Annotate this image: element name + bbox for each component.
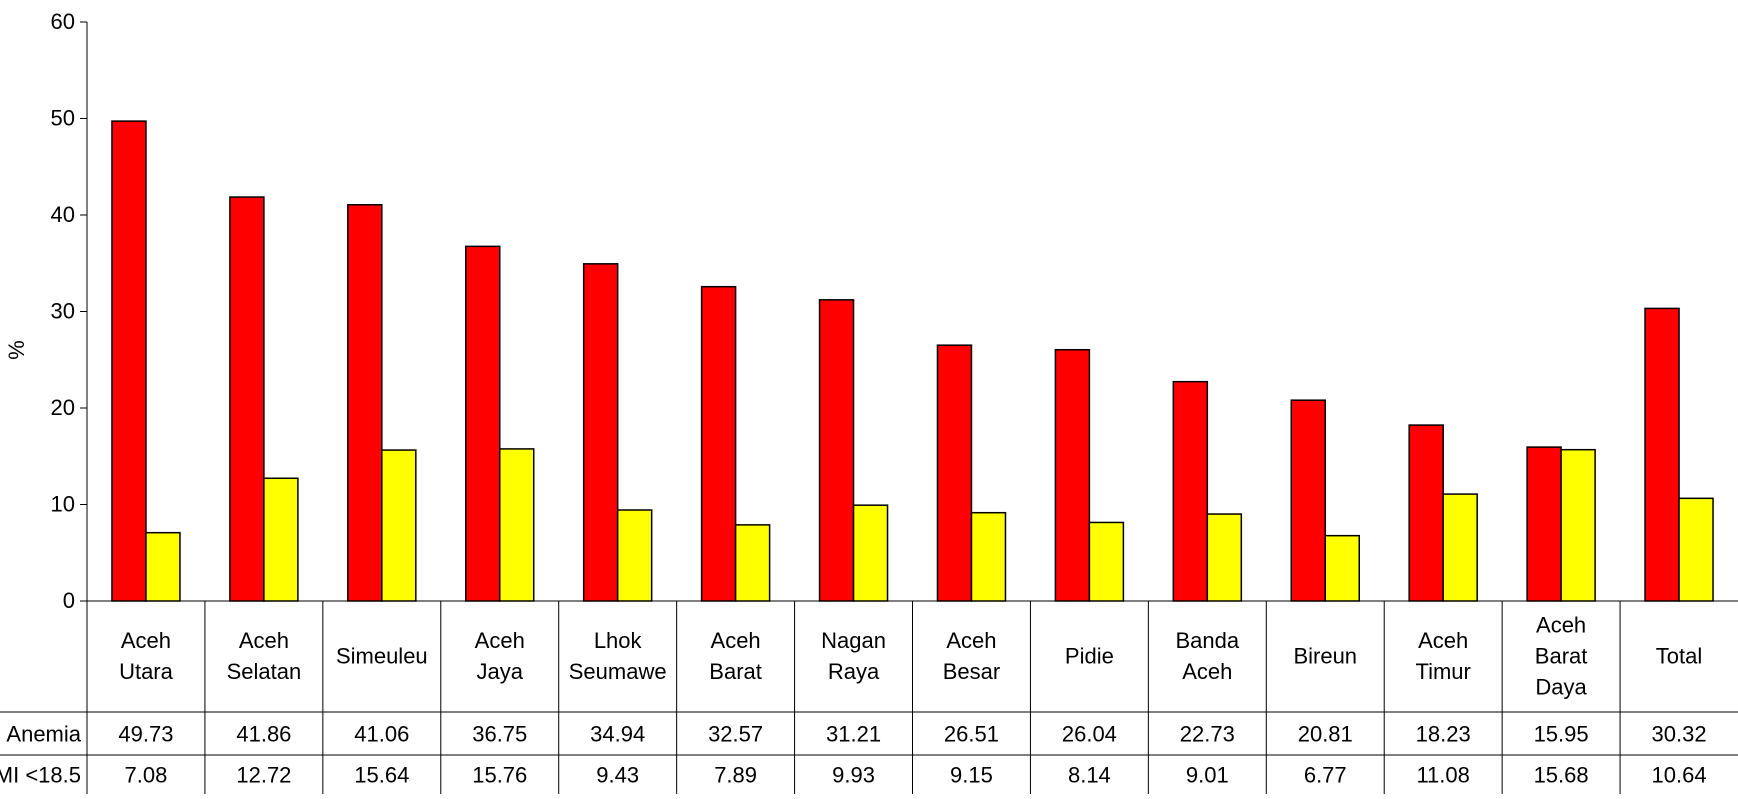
bar-bmi-10 <box>1324 534 1360 602</box>
table-value-0-8: 26.04 <box>1062 722 1117 747</box>
category-label-7: Aceh Besar <box>943 628 1000 684</box>
table-value-1-12: 15.68 <box>1534 763 1589 788</box>
table-value-0-2: 41.06 <box>354 722 409 747</box>
row-header-1: BMI <18.5 <box>0 763 81 788</box>
data-table: Aceh Utara Aceh Selatan Simeuleu Aceh Jaya Lhok… <box>0 600 1738 794</box>
bar-anemia-1 <box>229 196 265 602</box>
bar-bmi-6 <box>852 504 889 602</box>
table-value-0-12: 15.95 <box>1534 722 1589 747</box>
bar-anemia-13 <box>1644 307 1680 602</box>
bar-anemia-9 <box>1172 380 1209 602</box>
table-value-0-7: 26.51 <box>944 722 999 747</box>
y-tick-label: 30 <box>51 299 75 324</box>
table-value-1-1: 12.72 <box>236 763 291 788</box>
table-value-1-9: 9.01 <box>1186 763 1229 788</box>
bar-bmi-0 <box>145 531 181 602</box>
bar-anemia-8 <box>1054 348 1091 602</box>
bar-bmi-7 <box>970 511 1007 602</box>
category-label-12: Aceh Barat Daya <box>1535 613 1588 700</box>
bar-bmi-4 <box>616 509 653 602</box>
bar-anemia-5 <box>700 285 737 602</box>
table-value-1-11: 11.08 <box>1416 763 1469 788</box>
table-value-0-5: 32.57 <box>708 722 763 747</box>
bar-anemia-7 <box>936 344 973 602</box>
category-label-2: Simeuleu <box>336 644 428 669</box>
category-label-9: Banda Aceh <box>1176 628 1240 684</box>
table-value-0-6: 31.21 <box>826 722 881 747</box>
y-tick-label: 10 <box>51 492 75 517</box>
bar-bmi-2 <box>381 449 417 602</box>
table-value-1-7: 9.15 <box>950 763 993 788</box>
bars-layer <box>111 120 1714 602</box>
bar-anemia-12 <box>1526 446 1562 602</box>
bar-anemia-6 <box>818 299 855 602</box>
category-label-4: Lhok Seumawe <box>569 628 667 684</box>
table-value-0-9: 22.73 <box>1180 722 1235 747</box>
table-value-1-0: 7.08 <box>125 763 168 788</box>
table-value-0-10: 20.81 <box>1298 722 1353 747</box>
category-label-5: Aceh Barat <box>709 628 762 684</box>
y-axis: 0 10 20 30 40 50 60 <box>51 9 88 794</box>
bar-bmi-1 <box>263 477 299 602</box>
bar-anemia-11 <box>1408 424 1444 602</box>
bar-anemia-2 <box>347 204 383 602</box>
category-label-3: Aceh Jaya <box>475 628 525 684</box>
category-label-0: Aceh Utara <box>119 628 174 684</box>
bar-bmi-8 <box>1088 521 1125 602</box>
bar-bmi-11 <box>1442 493 1478 602</box>
bar-bmi-13 <box>1678 497 1714 602</box>
table-value-1-2: 15.64 <box>354 763 409 788</box>
y-tick-label: 50 <box>51 106 75 131</box>
category-label-6: Nagan Raya <box>821 628 886 684</box>
y-tick-label: 0 <box>63 588 75 613</box>
y-tick-label: 20 <box>51 395 75 420</box>
table-value-1-5: 7.89 <box>714 763 757 788</box>
table-value-1-8: 8.14 <box>1068 763 1111 788</box>
category-label-8: Pidie <box>1065 644 1114 669</box>
bar-anemia-4 <box>582 263 619 602</box>
bar-bmi-5 <box>734 524 771 602</box>
table-value-0-0: 49.73 <box>118 722 173 747</box>
bar-anemia-3 <box>465 245 501 602</box>
bar-bmi-3 <box>499 448 535 602</box>
y-tick-label: 40 <box>51 202 75 227</box>
bar-anemia-0 <box>111 120 147 602</box>
table-value-1-4: 9.43 <box>596 763 639 788</box>
table-value-1-3: 15.76 <box>472 763 527 788</box>
table-value-1-10: 6.77 <box>1304 763 1347 788</box>
table-value-0-13: 30.32 <box>1652 722 1707 747</box>
table-value-1-6: 9.93 <box>832 763 875 788</box>
category-label-11: Aceh Timur <box>1415 628 1470 684</box>
category-label-10: Bireun <box>1293 644 1357 669</box>
table-value-0-11: 18.23 <box>1416 722 1471 747</box>
category-label-1: Aceh Selatan <box>227 628 302 684</box>
bar-bmi-12 <box>1560 448 1596 602</box>
category-label-13: Total <box>1656 644 1702 669</box>
table-value-1-13: 10.64 <box>1652 763 1707 788</box>
table-value-0-4: 34.94 <box>590 722 645 747</box>
bar-anemia-10 <box>1290 399 1326 602</box>
table-value-0-3: 36.75 <box>472 722 527 747</box>
row-header-0: Anemia <box>6 722 81 747</box>
bar-bmi-9 <box>1206 513 1243 602</box>
y-tick-label: 60 <box>51 9 75 34</box>
y-axis-label: % <box>4 340 29 360</box>
table-value-0-1: 41.86 <box>236 722 291 747</box>
